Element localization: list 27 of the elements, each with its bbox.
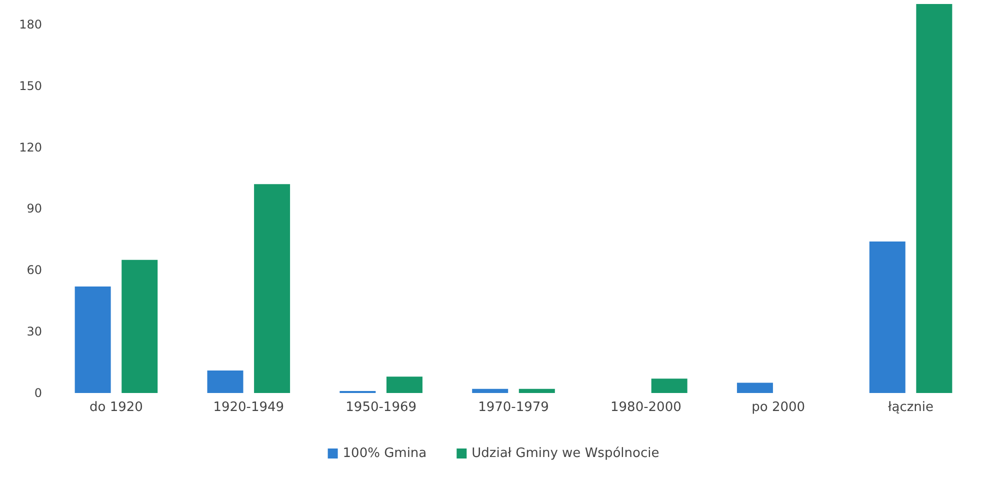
bar — [122, 260, 158, 393]
x-tick-label: 1950-1969 — [346, 400, 416, 415]
legend-label: 100% Gmina — [342, 446, 427, 461]
x-tick-label: łącznie — [888, 400, 934, 415]
y-tick-label: 90 — [26, 202, 42, 216]
legend-label: Udział Gminy we Wspólnocie — [472, 446, 660, 461]
bar — [472, 388, 508, 393]
x-tick-label: 1920-1949 — [213, 400, 284, 415]
bar — [254, 184, 290, 393]
y-tick-label: 180 — [19, 17, 42, 32]
bar — [869, 241, 906, 393]
bar — [736, 382, 773, 393]
x-tick-label: po 2000 — [752, 400, 806, 415]
x-tick-label: 1970-1979 — [478, 400, 549, 415]
bar — [916, 4, 952, 393]
y-tick-label: 150 — [19, 78, 42, 93]
x-tick-label: 1980-2000 — [610, 400, 682, 415]
bar — [74, 286, 111, 393]
bar — [207, 370, 244, 393]
bar — [386, 376, 422, 393]
y-tick-label: 30 — [26, 324, 42, 339]
y-tick-label: 60 — [26, 263, 42, 278]
bar — [518, 388, 555, 393]
y-tick-label: 0 — [34, 386, 42, 400]
bar — [651, 378, 688, 393]
x-tick-label: do 1920 — [90, 400, 143, 415]
y-tick-label: 120 — [19, 140, 42, 154]
